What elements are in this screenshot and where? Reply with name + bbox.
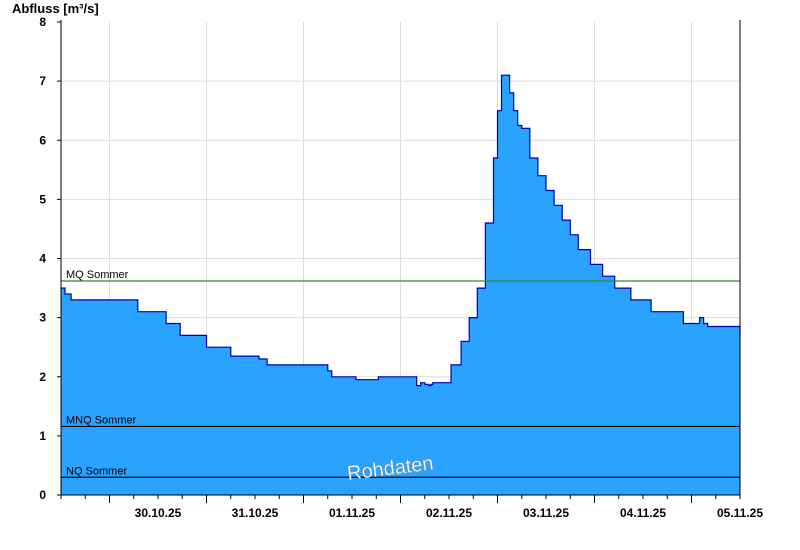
reference-line-label: NQ Sommer (66, 465, 127, 477)
y-tick-label: 0 (39, 488, 46, 502)
discharge-area (61, 75, 740, 495)
reference-line-label: MQ Sommer (66, 269, 129, 281)
y-axis-title: Abfluss [m³/s] (12, 1, 99, 16)
discharge-line (61, 74, 741, 387)
y-tick-label: 1 (39, 429, 46, 443)
x-tick-label: 30.10.25 (135, 506, 182, 520)
x-tick-label: 01.11.25 (329, 506, 375, 520)
y-tick-label: 6 (39, 133, 46, 147)
x-tick-label: 05.11.25 (717, 506, 763, 520)
reference-lines: MQ Sommer MNQ Sommer NQ Sommer (61, 269, 740, 478)
y-axis-ticks: 0 1 2 3 4 5 6 7 8 (39, 15, 61, 502)
y-tick-label: 3 (39, 311, 46, 325)
y-tick-label: 4 (39, 252, 46, 266)
x-tick-label: 31.10.25 (232, 506, 279, 520)
x-tick-label: 03.11.25 (523, 506, 569, 520)
x-tick-label: 04.11.25 (620, 506, 666, 520)
y-tick-label: 8 (39, 15, 46, 29)
y-tick-label: 7 (39, 74, 46, 88)
y-tick-label: 5 (39, 192, 46, 206)
y-tick-label: 2 (39, 370, 46, 384)
x-axis-ticks: 30.10.25 31.10.25 01.11.25 02.11.25 03.11.25… (60, 495, 763, 520)
x-tick-label: 02.11.25 (426, 506, 472, 520)
reference-line-label: MNQ Sommer (66, 414, 137, 426)
